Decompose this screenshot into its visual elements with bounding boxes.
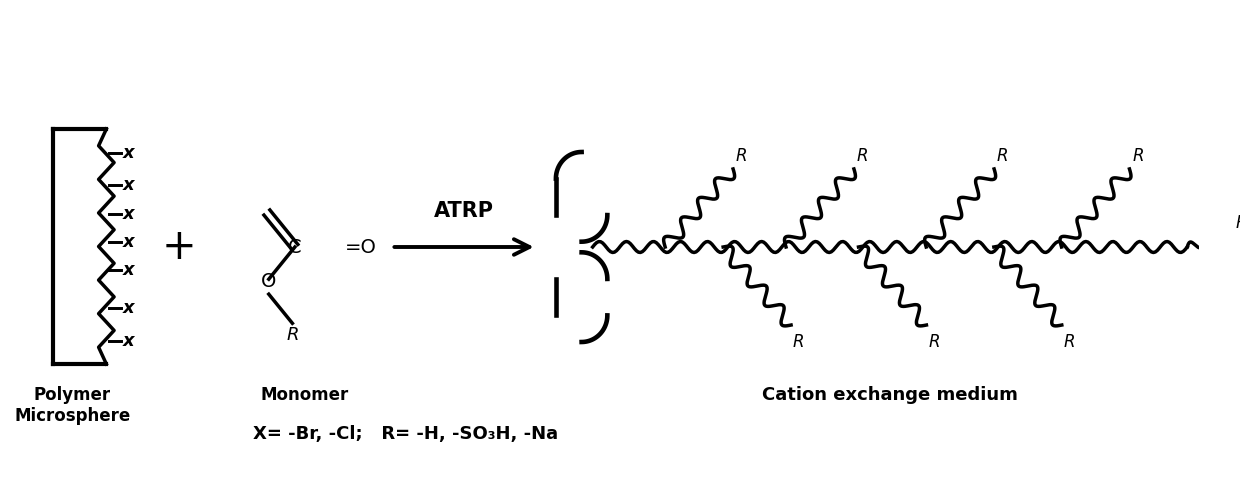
Text: R: R	[794, 333, 805, 351]
Text: Polymer
Microsphere: Polymer Microsphere	[15, 386, 130, 425]
Text: R: R	[1236, 214, 1240, 232]
Text: x: x	[123, 331, 134, 350]
Text: x: x	[123, 233, 134, 251]
Text: R: R	[997, 147, 1008, 165]
Text: O: O	[262, 272, 277, 291]
Text: x: x	[123, 261, 134, 279]
Text: R: R	[857, 147, 868, 165]
Text: R: R	[1132, 147, 1143, 165]
Text: X= -Br, -Cl;   R= -H, -SO₃H, -Na: X= -Br, -Cl; R= -H, -SO₃H, -Na	[253, 425, 558, 443]
Text: =O: =O	[345, 238, 377, 256]
Text: x: x	[123, 298, 134, 317]
Text: R: R	[737, 147, 748, 165]
Text: +: +	[161, 226, 196, 268]
Text: Cation exchange medium: Cation exchange medium	[761, 386, 1017, 404]
Text: R: R	[286, 326, 299, 344]
Text: R: R	[929, 333, 940, 351]
Text: R: R	[1064, 333, 1075, 351]
Text: x: x	[123, 176, 134, 194]
Text: x: x	[123, 144, 134, 161]
Text: Monomer: Monomer	[260, 386, 348, 404]
Text: ATRP: ATRP	[434, 201, 494, 221]
Text: C: C	[288, 238, 301, 256]
Text: x: x	[123, 205, 134, 223]
